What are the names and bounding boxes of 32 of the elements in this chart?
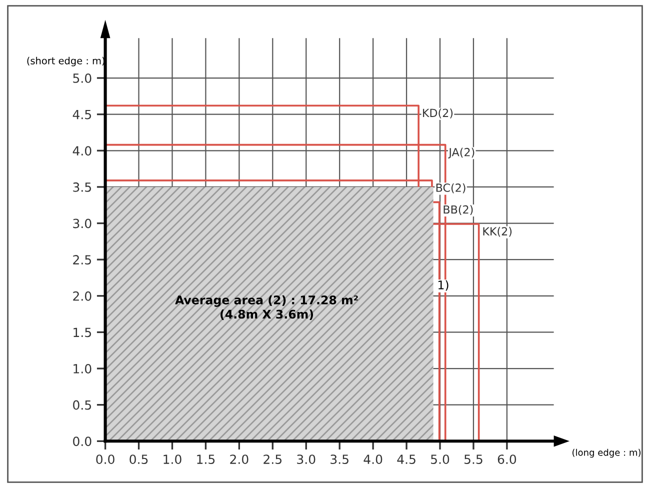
annotation: Average area (2) : 17.28 m² (4.8m X 3.6m) [175,295,358,320]
y-tick-label: 5.0 [73,73,92,83]
x-tick-label: 3.5 [330,454,348,464]
y-tick-label: 1.0 [74,364,92,374]
x-tick-label: 2.5 [264,454,282,464]
series-label: BC(2) [436,183,466,194]
y-tick-label: 0.5 [73,400,92,410]
x-tick-label: 3.0 [297,454,316,464]
x-tick-label: 5.5 [464,454,482,464]
x-axis-title: (long edge : m) [572,448,641,458]
series-label: BB(2) [444,205,473,216]
y-tick-label: 0.0 [73,436,92,446]
series-label: KK(2) [483,226,512,237]
y-tick-label: 4.5 [72,110,92,120]
annotation: 1) [438,280,448,291]
x-tick-label: 0.5 [130,454,148,464]
y-tick-label: 1.5 [74,328,92,338]
x-tick-label: 5.0 [431,454,450,464]
series-label: KD(2) [423,108,453,118]
x-tick-label: 0.0 [96,454,114,464]
x-tick-label: 4.0 [364,454,382,464]
x-tick-label: 6.0 [498,454,516,464]
x-tick-label: 1.0 [164,454,182,464]
x-tick-label: 4.5 [397,454,416,464]
y-tick-label: 4.0 [72,146,92,156]
y-tick-label: 2.5 [73,255,92,265]
y-tick-label: 3.5 [73,182,92,192]
y-tick-label: 2.0 [73,291,92,301]
y-tick-label: 3.0 [73,218,92,228]
x-tick-label: 1.5 [197,454,215,464]
series-label: JA(2) [448,148,474,158]
x-tick-label: 2.0 [230,454,248,464]
